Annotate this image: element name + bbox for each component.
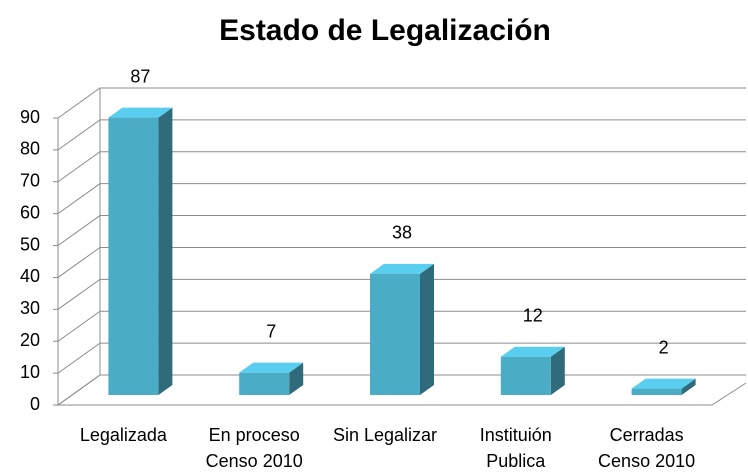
y-tick-label: 10: [20, 362, 40, 382]
grid-line: [53, 183, 746, 215]
bar-side: [550, 346, 565, 395]
y-tick-label: 70: [20, 171, 40, 191]
grid-line: [53, 246, 746, 278]
value-label: 87: [130, 66, 150, 86]
bar: [370, 263, 434, 395]
y-tick-label: 0: [30, 394, 40, 414]
bar-front: [108, 117, 159, 396]
y-tick-label: 30: [20, 298, 40, 318]
y-tick-label: 90: [20, 107, 40, 127]
y-tick-label: 40: [20, 266, 40, 286]
bar-top: [500, 346, 565, 357]
x-tick-label: Legalizada: [80, 425, 168, 445]
bar-top: [108, 107, 173, 118]
bar-front: [500, 356, 551, 395]
bar-top: [631, 378, 696, 389]
value-label: 12: [523, 305, 543, 325]
bar-front: [631, 388, 682, 395]
grid-line: [53, 215, 746, 247]
floor: [58, 382, 747, 406]
bar-top: [370, 263, 434, 274]
x-tick-label: Sin Legalizar: [333, 425, 437, 445]
value-label: 2: [659, 337, 669, 357]
bar: [108, 107, 173, 396]
bar-side: [420, 263, 434, 395]
y-tick-label: 80: [20, 139, 40, 159]
x-tick-label: Cerradas Censo 2010: [598, 425, 695, 471]
bar-side: [289, 362, 304, 395]
bar: [631, 378, 696, 395]
grid-line: [53, 151, 746, 183]
bar: [239, 362, 304, 395]
chart-title: Estado de Legalización: [219, 14, 551, 47]
bar: [500, 346, 565, 395]
bar-top: [239, 362, 304, 373]
y-tick-label: 50: [20, 234, 40, 254]
y-tick-label: 20: [20, 330, 40, 350]
bar-front: [370, 273, 420, 395]
grid-line: [53, 87, 746, 119]
x-tick-label: En proceso Censo 2010: [206, 425, 303, 471]
bar-side: [158, 107, 173, 396]
value-label: 38: [392, 223, 412, 243]
bar-side: [681, 378, 696, 395]
x-tick-label: Instituión Publica: [480, 425, 552, 471]
side-wall: [57, 88, 101, 406]
bar-front: [239, 372, 290, 395]
value-label: 7: [266, 321, 276, 341]
y-tick-label: 60: [20, 202, 40, 222]
grid-line: [53, 119, 746, 151]
